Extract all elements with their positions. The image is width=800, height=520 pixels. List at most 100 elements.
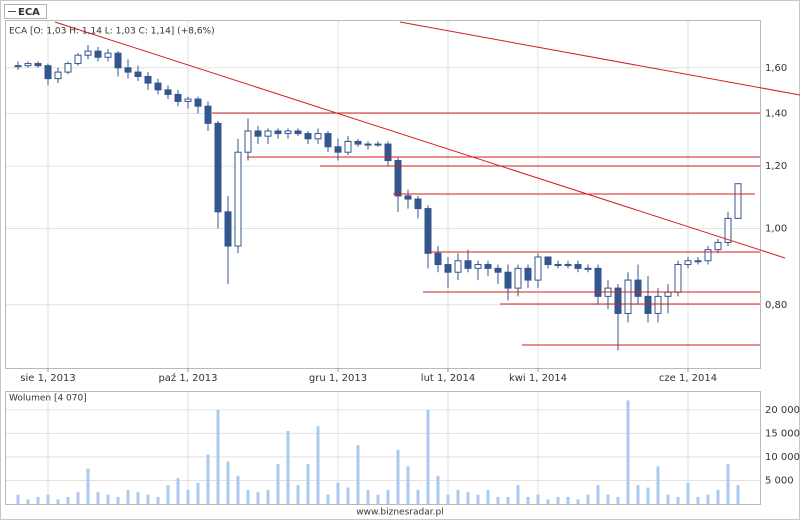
volume-bar xyxy=(156,496,160,504)
candle-body xyxy=(524,267,532,281)
volume-bar xyxy=(526,496,530,504)
candle-body xyxy=(14,65,22,68)
volume-bar xyxy=(176,478,180,504)
candle-body xyxy=(624,279,632,314)
candle-body xyxy=(204,105,212,124)
volume-bar xyxy=(586,494,590,504)
volume-bar xyxy=(666,494,670,504)
x-tick-label: sie 1, 2013 xyxy=(20,373,76,384)
candle-body xyxy=(534,256,542,281)
candle-body xyxy=(134,71,142,77)
candle-body xyxy=(614,287,622,314)
volume-bar xyxy=(76,492,80,504)
candle-body xyxy=(214,122,222,213)
candle-body xyxy=(94,50,102,58)
volume-bar xyxy=(466,492,470,504)
candle-body xyxy=(314,133,322,140)
volume-bar xyxy=(66,496,70,504)
volume-bar xyxy=(546,499,550,504)
x-tick-label: gru 1, 2013 xyxy=(309,373,367,384)
candle-body xyxy=(344,140,352,153)
candle-body xyxy=(654,295,662,314)
volume-tick-label: 15 000 xyxy=(765,428,800,439)
volume-bar xyxy=(316,426,320,504)
volume-bar xyxy=(686,482,690,504)
candle-body xyxy=(734,183,742,219)
candle-body xyxy=(704,249,712,262)
candle-body xyxy=(694,260,702,263)
volume-tick-label: 20 000 xyxy=(765,405,800,416)
candle-body xyxy=(504,271,512,289)
volume-bar xyxy=(56,499,60,504)
volume-bar xyxy=(46,494,50,504)
volume-bar xyxy=(496,496,500,504)
volume-bar xyxy=(626,400,630,504)
candle-body xyxy=(634,279,642,297)
candle-body xyxy=(254,130,262,137)
volume-bar xyxy=(386,489,390,504)
candle-body xyxy=(394,160,402,197)
y-tick-label: 0,80 xyxy=(765,300,787,311)
volume-bar xyxy=(516,485,520,504)
x-tick-label: cze 1, 2014 xyxy=(659,373,717,384)
candle-body xyxy=(444,264,452,273)
volume-bar xyxy=(216,409,220,504)
candle-body xyxy=(84,50,92,56)
candle-body xyxy=(544,256,552,266)
volume-bar xyxy=(166,485,170,504)
volume-bar xyxy=(196,482,200,504)
candle-body xyxy=(114,52,122,69)
volume-bar xyxy=(296,485,300,504)
volume-bar xyxy=(486,489,490,504)
candle-body xyxy=(64,63,72,73)
candle-body xyxy=(584,267,592,270)
candle-body xyxy=(224,211,232,247)
volume-bar xyxy=(436,475,440,504)
volume-bar xyxy=(336,482,340,504)
volume-bar xyxy=(326,494,330,504)
volume-tick-label: 10 000 xyxy=(765,452,800,463)
candle-body xyxy=(284,130,292,135)
volume-bar xyxy=(346,487,350,504)
candle-body xyxy=(74,54,82,65)
candle-body xyxy=(354,140,362,145)
volume-bar xyxy=(116,496,120,504)
volume-bar xyxy=(406,466,410,504)
candle-body xyxy=(564,264,572,267)
candle-body xyxy=(24,63,32,67)
candle-body xyxy=(264,130,272,137)
volume-bar xyxy=(206,454,210,504)
volume-bar xyxy=(376,494,380,504)
candle-body xyxy=(644,295,652,314)
volume-bar xyxy=(616,496,620,504)
volume-bar xyxy=(246,489,250,504)
volume-bar xyxy=(636,485,640,504)
trend-lines xyxy=(54,21,800,346)
marks xyxy=(14,45,742,504)
volume-bar xyxy=(366,489,370,504)
volume-bar xyxy=(736,485,740,504)
candle-body xyxy=(454,260,462,273)
volume-bar xyxy=(716,489,720,504)
x-tick-label: kwi 1, 2014 xyxy=(509,373,567,384)
candle-body xyxy=(484,264,492,269)
volume-bar xyxy=(356,445,360,504)
volume-bar xyxy=(606,494,610,504)
volume-bar xyxy=(16,494,20,504)
candle-body xyxy=(574,264,582,269)
volume-bar xyxy=(566,496,570,504)
candle-body xyxy=(414,198,422,210)
candle-body xyxy=(714,241,722,251)
volume-bar xyxy=(96,492,100,504)
candle-body xyxy=(274,130,282,135)
candle-body xyxy=(494,267,502,273)
y-tick-label: 1,00 xyxy=(765,224,787,235)
footer: www.biznesradar.pl xyxy=(356,508,443,518)
volume-bar xyxy=(26,499,30,504)
volume-bar xyxy=(646,487,650,504)
legend-label: ECA xyxy=(18,7,40,18)
candle-body xyxy=(184,98,192,102)
candle-body xyxy=(34,63,42,67)
volume-bar xyxy=(426,409,430,504)
